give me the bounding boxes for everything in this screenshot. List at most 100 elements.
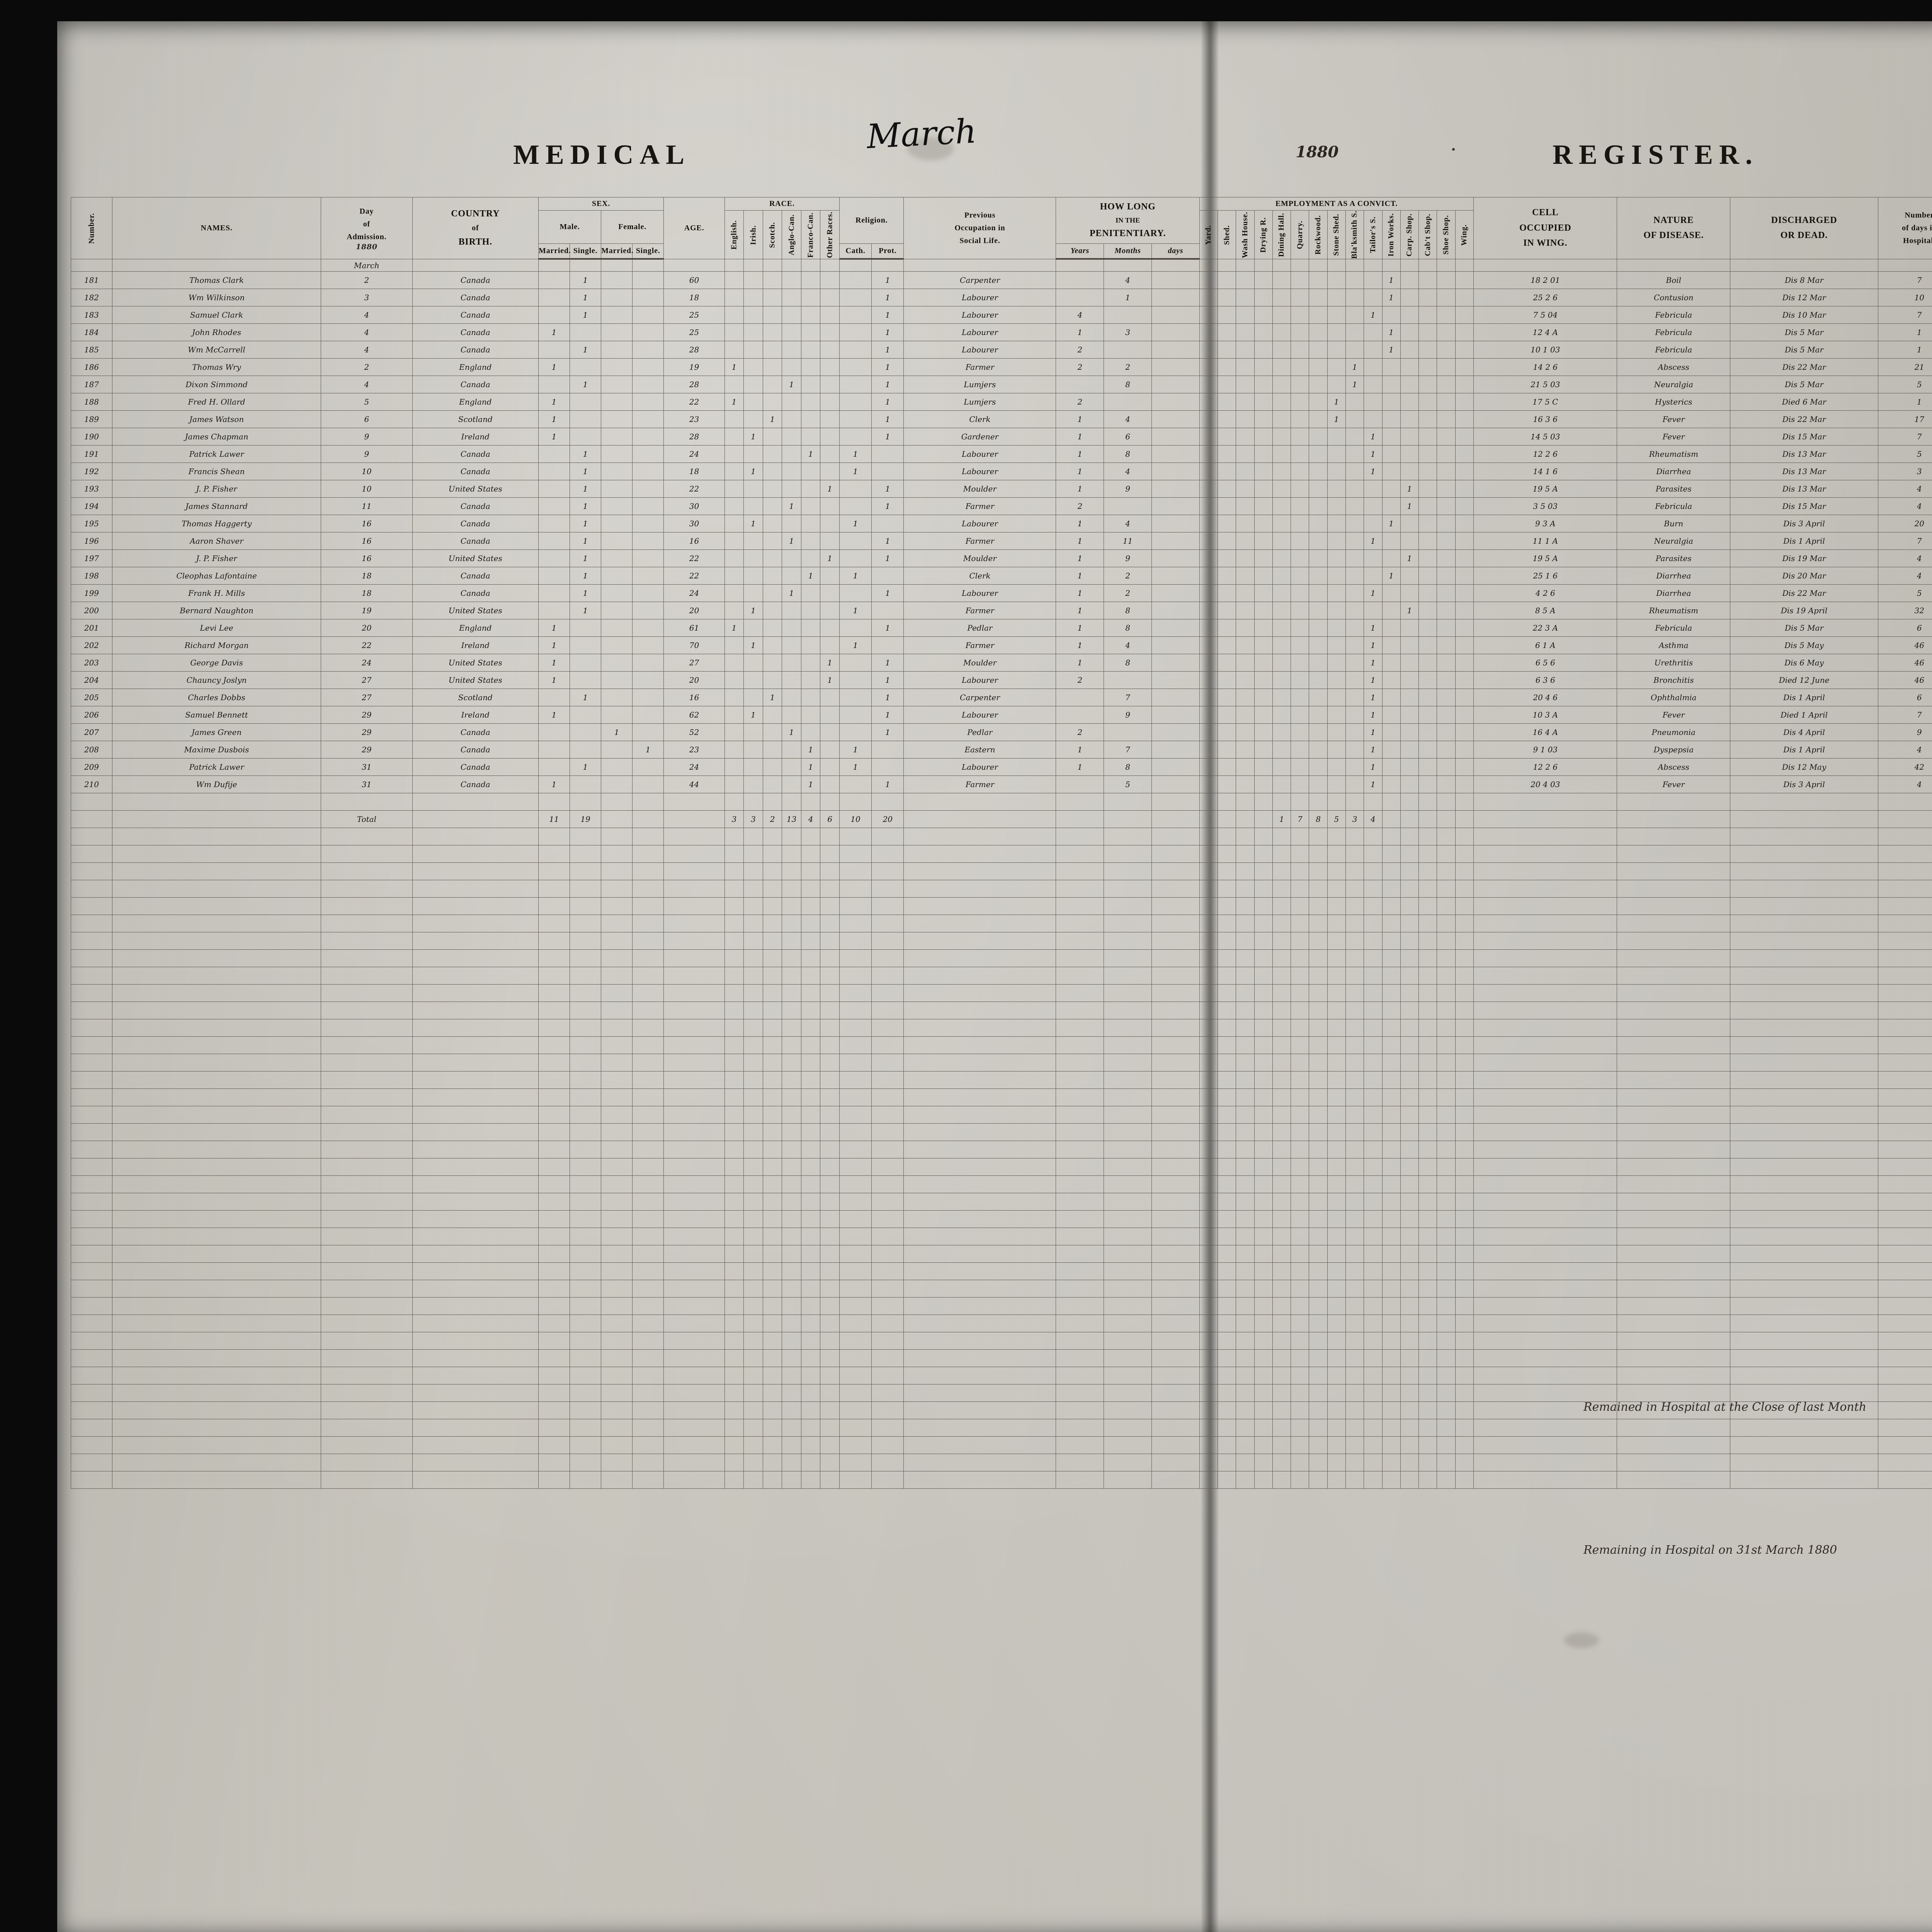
blank-cell xyxy=(1473,1349,1617,1367)
cell-age: 23 xyxy=(663,410,725,429)
cell-race-anglo xyxy=(782,776,801,794)
howlong-line-1: HOW LONG xyxy=(1100,201,1156,212)
blank-cell xyxy=(1056,1454,1104,1472)
blank-cell xyxy=(1236,1071,1255,1089)
cell-race-anglo xyxy=(782,289,801,307)
blank-cell xyxy=(820,1367,840,1385)
cell-age: 30 xyxy=(663,515,725,533)
cell-religion-cath: 1 xyxy=(839,741,872,759)
blank-cell xyxy=(538,1280,570,1298)
cell-employment-13 xyxy=(1437,463,1456,481)
cell-male-single xyxy=(570,671,602,689)
blank-cell xyxy=(820,1036,840,1054)
blank-cell xyxy=(1199,880,1218,898)
blank-cell xyxy=(724,1193,744,1211)
cell-employment-12 xyxy=(1418,636,1437,655)
cell-employment-14 xyxy=(1455,445,1474,463)
blank-cell xyxy=(412,1175,539,1194)
blank-cell xyxy=(1104,1054,1152,1072)
cell-employment-3 xyxy=(1254,602,1273,620)
blank-cell xyxy=(1254,1228,1273,1246)
cell-occupation: Labourer xyxy=(903,341,1056,359)
cell-country: England xyxy=(412,393,539,411)
blank-cell xyxy=(570,949,602,968)
cell-occupation: Pedlar xyxy=(903,619,1056,637)
blank-cell xyxy=(1236,897,1255,915)
cell-race-franco: 1 xyxy=(801,445,821,463)
blank-cell xyxy=(1291,1071,1310,1089)
cell-line-3: IN WING. xyxy=(1523,238,1568,248)
blank-cell xyxy=(1309,828,1328,846)
blank-cell xyxy=(1364,1123,1383,1141)
blank-cell xyxy=(1455,1245,1474,1263)
cell-race-anglo: 1 xyxy=(782,376,801,394)
blank-cell xyxy=(801,1141,821,1159)
blank-cell xyxy=(903,1071,1056,1089)
total-blank xyxy=(632,810,664,828)
blank-cell xyxy=(538,793,570,811)
blank-cell xyxy=(1400,1036,1419,1054)
blank-cell xyxy=(839,1210,872,1228)
cell-employment-10: 1 xyxy=(1382,271,1401,289)
cell-employment-11 xyxy=(1400,410,1419,429)
blank-cell xyxy=(1345,1454,1364,1472)
blank-cell xyxy=(903,1158,1056,1176)
cell-name: Charles Dobbs xyxy=(112,689,321,707)
blank-cell xyxy=(724,1123,744,1141)
cell-female-single xyxy=(632,480,664,498)
cell-cell-occupied: 14 2 6 xyxy=(1473,358,1617,376)
blank-cell xyxy=(1400,1054,1419,1072)
cell-race-other xyxy=(820,636,840,655)
blank-cell xyxy=(1056,1019,1104,1037)
blank-cell xyxy=(1400,1297,1419,1315)
cell-disease: Fever xyxy=(1617,428,1731,446)
cell-race-anglo xyxy=(782,515,801,533)
cell-female-married xyxy=(601,636,633,655)
cell-age: 52 xyxy=(663,723,725,742)
blank-cell xyxy=(782,793,801,811)
cell-race-irish xyxy=(743,723,763,742)
blank-cell xyxy=(762,1071,782,1089)
blank-cell xyxy=(1056,1123,1104,1141)
cell-employment-0 xyxy=(1199,341,1218,359)
blank-cell xyxy=(1382,897,1401,915)
cell-female-single xyxy=(632,306,664,324)
cell-disease: Boil xyxy=(1617,271,1731,289)
blank-cell xyxy=(570,845,602,863)
blank-cell xyxy=(412,1280,539,1298)
blank-cell xyxy=(1151,1315,1200,1333)
cell-employment-5 xyxy=(1291,445,1310,463)
cell-race-irish xyxy=(743,480,763,498)
blank-cell xyxy=(1437,897,1456,915)
masthead-month-script: March xyxy=(866,112,978,156)
blank-cell xyxy=(71,1141,112,1159)
blank-cell xyxy=(1345,984,1364,1002)
blank-cell xyxy=(1056,862,1104,881)
blank-cell xyxy=(1617,1228,1731,1246)
total-blank xyxy=(112,810,321,828)
col-age: AGE. xyxy=(663,197,725,259)
blank-cell xyxy=(601,1106,633,1124)
blank-cell xyxy=(1473,880,1617,898)
table-row: 208 Maxime Dusbois 29 Canada 1 23 1 1 Eastern 1 7 1… xyxy=(71,741,1932,759)
cell-day: 24 xyxy=(321,654,413,672)
cell-employment-1 xyxy=(1218,428,1236,446)
cell-employment-4 xyxy=(1272,428,1291,446)
blank-cell xyxy=(1437,1436,1456,1454)
blank-row xyxy=(71,1019,1932,1037)
cell-months: 5 xyxy=(1104,776,1152,794)
cell-employment-11 xyxy=(1400,515,1419,533)
cell-employment-13 xyxy=(1437,306,1456,324)
blank-cell xyxy=(1345,1123,1364,1141)
blank-cell xyxy=(1218,1193,1236,1211)
month-marker-cell xyxy=(801,259,821,272)
blank-cell xyxy=(1382,1019,1401,1037)
blank-cell xyxy=(321,932,413,950)
blank-cell xyxy=(724,1419,744,1437)
blank-cell xyxy=(1309,1036,1328,1054)
cell-employment-0 xyxy=(1199,271,1218,289)
cell-employment-3 xyxy=(1254,723,1273,742)
blank-cell xyxy=(801,1002,821,1020)
blank-cell xyxy=(762,1332,782,1350)
blank-cell xyxy=(1104,1071,1152,1089)
